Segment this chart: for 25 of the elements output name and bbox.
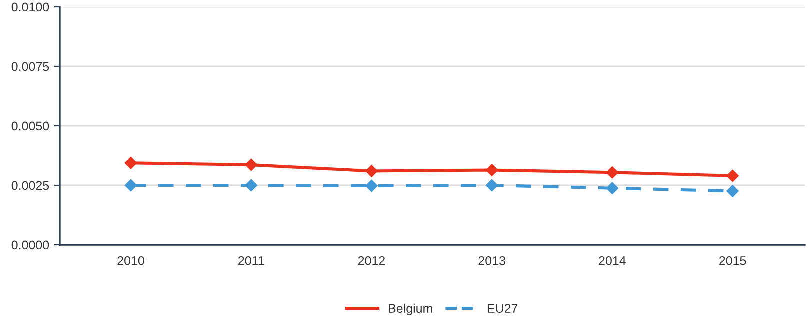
x-tick-label: 2014 xyxy=(599,256,626,266)
y-tick-label: 0.0025 xyxy=(12,181,50,190)
point xyxy=(245,179,258,192)
x-tick-label: 2011 xyxy=(238,256,264,266)
point xyxy=(726,170,739,182)
y-tick-label: 0.0050 xyxy=(12,122,50,131)
x-tick-label: 2010 xyxy=(118,256,144,266)
point xyxy=(366,180,378,192)
point xyxy=(606,166,619,179)
y-tick-label: 0.0075 xyxy=(12,62,50,72)
point xyxy=(606,182,619,194)
legend-label: Belgium xyxy=(389,304,432,316)
point xyxy=(124,157,138,170)
point xyxy=(366,165,378,178)
y-tick-label: 0.0000 xyxy=(12,240,50,250)
point xyxy=(726,185,739,198)
x-tick-label: 2013 xyxy=(478,256,506,266)
x-tick-label: 2015 xyxy=(720,256,746,266)
point xyxy=(245,158,258,172)
point xyxy=(124,179,138,192)
point xyxy=(486,164,498,176)
x-tick-label: 2012 xyxy=(358,256,385,266)
point xyxy=(486,179,498,192)
legend-label: EU27 xyxy=(488,304,518,314)
y-tick-label: 0.0100 xyxy=(12,2,50,12)
